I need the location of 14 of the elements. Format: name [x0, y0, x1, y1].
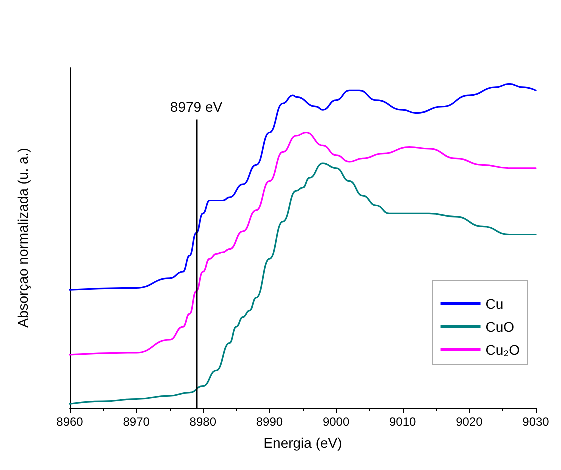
x-tick-label: 9020 — [456, 415, 484, 429]
ref-line-label: 8979 eV — [170, 98, 224, 115]
legend-label: Cu₂O — [486, 342, 520, 358]
x-tick-label: 9010 — [390, 415, 417, 429]
x-tick-label: 8960 — [56, 415, 84, 429]
x-tick-label: 8980 — [190, 415, 217, 429]
x-tick-label: 8990 — [256, 415, 284, 429]
x-axis-title: Energia (eV) — [264, 435, 342, 451]
x-tick-label: 9030 — [522, 415, 550, 429]
legend-label: Cu — [486, 296, 504, 312]
y-axis-title: Absorçao normalizada (u. a.) — [15, 148, 31, 328]
legend-label: CuO — [486, 319, 515, 335]
x-tick-label: 8970 — [123, 415, 150, 429]
x-tick-label: 9000 — [322, 415, 350, 429]
